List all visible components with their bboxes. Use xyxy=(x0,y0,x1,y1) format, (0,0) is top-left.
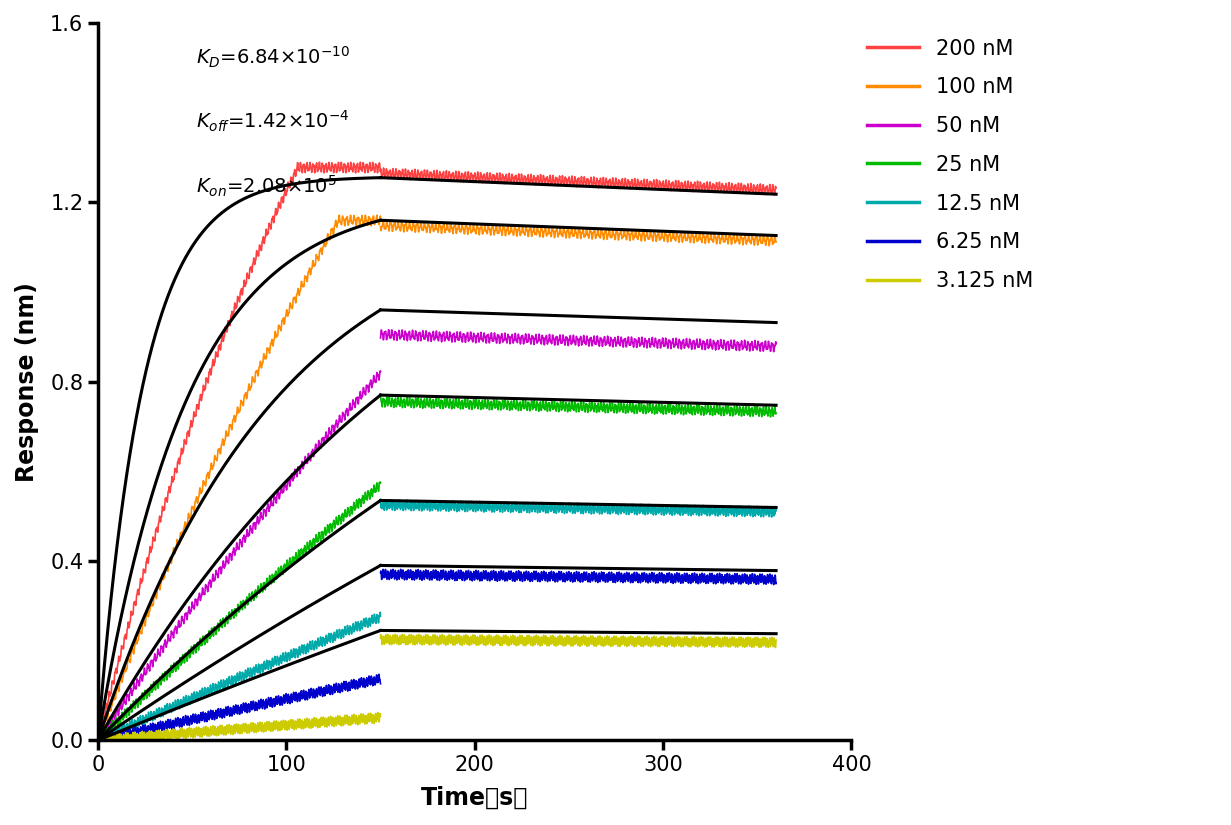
X-axis label: Time（s）: Time（s） xyxy=(421,786,528,810)
Legend: 200 nM, 100 nM, 50 nM, 25 nM, 12.5 nM, 6.25 nM, 3.125 nM: 200 nM, 100 nM, 50 nM, 25 nM, 12.5 nM, 6… xyxy=(859,31,1041,299)
Text: $K_D$=6.84×10$^{-10}$: $K_D$=6.84×10$^{-10}$ xyxy=(196,45,351,70)
Text: $K_{on}$=2.08×10$^{5}$: $K_{on}$=2.08×10$^{5}$ xyxy=(196,173,337,199)
Text: $K_{off}$=1.42×10$^{-4}$: $K_{off}$=1.42×10$^{-4}$ xyxy=(196,109,350,134)
Y-axis label: Response (nm): Response (nm) xyxy=(15,281,39,482)
